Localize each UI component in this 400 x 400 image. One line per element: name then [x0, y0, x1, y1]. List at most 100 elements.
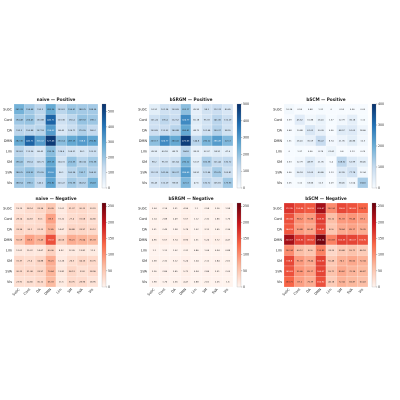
cell-label: 2.86: [162, 271, 167, 273]
cell-label: 165.31: [296, 239, 304, 241]
colorbar-tick-label: 100: [378, 253, 384, 257]
cell-label: 211.55: [68, 161, 76, 163]
cell-label: 23.8: [80, 271, 85, 273]
cell-label: 34.13: [69, 271, 76, 273]
cell-label: 2.36: [225, 229, 230, 231]
cell-label: 105.81: [224, 172, 232, 174]
cell-label: 31.08: [27, 271, 34, 273]
cell-label: 26.41: [297, 140, 304, 142]
cell-label: 250.14: [317, 239, 325, 241]
cell-label: 30.1: [38, 218, 43, 220]
cell-label: 52.03: [307, 172, 314, 174]
cell-label: 102.34: [328, 208, 336, 210]
colorbar-tick-label: 50: [108, 269, 112, 273]
cell-label: 101.24: [151, 119, 159, 121]
cell-label: 87.2: [360, 218, 365, 220]
cell-label: 2.61: [204, 281, 209, 283]
x-tick-label: Vis: [223, 287, 229, 293]
cell-label: 160.07: [317, 271, 325, 273]
cell-label: 58.91: [214, 151, 221, 153]
x-tick-label: SM: [67, 288, 73, 294]
cell-label: 98.2: [152, 161, 157, 163]
cell-label: 33.25: [328, 250, 335, 252]
cell-label: 158.62: [307, 239, 315, 241]
cell-label: 133.71: [286, 281, 294, 283]
cell-label: 150.92: [317, 281, 325, 283]
y-tick-label: SVA: [275, 269, 282, 273]
cell-label: 85.3: [48, 218, 53, 220]
cell-label: 1.02: [194, 229, 199, 231]
colorbar-tick-label: 200: [243, 220, 249, 224]
y-tick-label: Lim: [276, 248, 283, 252]
panel-title: bSRGM — Positive: [170, 97, 213, 102]
cell-label: 11.5: [59, 281, 64, 283]
cell-label: 102.34: [286, 250, 294, 252]
cell-label: 15.22: [58, 218, 65, 220]
cell-label: 2.49: [173, 218, 178, 220]
cell-label: 318.6: [79, 140, 86, 142]
cell-label: 5.57: [162, 239, 167, 241]
cell-label: 206.43: [26, 119, 34, 121]
cell-label: 282.36: [16, 140, 24, 142]
cell-label: 150.4: [69, 119, 76, 121]
cell-label: 144.8: [183, 151, 190, 153]
cell-label: 150.88: [26, 130, 34, 132]
cell-label: 2.45: [173, 271, 178, 273]
cell-label: 52.07: [193, 161, 200, 163]
colorbar-tick-label: 0: [378, 186, 380, 190]
cell-label: 38.22: [193, 151, 200, 153]
cell-label: 101.64: [203, 130, 211, 132]
cell-label: 120.22: [89, 151, 97, 153]
cell-label: 80.45: [225, 109, 232, 111]
y-tick-label: Vis: [277, 280, 282, 284]
cell-label: 150.8: [48, 239, 55, 241]
cell-label: 324.77: [182, 119, 190, 121]
cell-label: 209.92: [79, 119, 87, 121]
cell-label: 96.1: [59, 172, 64, 174]
cell-label: 1.76: [225, 218, 230, 220]
cell-label: 30.22: [16, 271, 23, 273]
cell-label: 292.82: [47, 182, 55, 184]
y-tick-label: Vis: [277, 181, 282, 185]
y-tick-label: SM: [277, 160, 282, 164]
cell-label: 1.12: [360, 119, 365, 121]
cell-label: 5.74: [183, 229, 188, 231]
y-tick-label: DMN: [274, 139, 283, 143]
y-tick-label: DA: [277, 128, 283, 132]
cell-label: 48.97: [307, 161, 314, 163]
colorbar-tick-label: 400: [108, 125, 114, 129]
panel-title: bSCM — Positive: [306, 97, 345, 102]
cell-label: 0.05: [287, 182, 292, 184]
cell-label: 0.94: [215, 250, 220, 252]
colorbar-tick-label: 100: [243, 253, 249, 257]
cell-label: 47.6: [194, 182, 199, 184]
cell-label: 4.47: [183, 281, 188, 283]
x-tick-label: DMN: [179, 287, 188, 296]
cell-label: 113.36: [26, 151, 34, 153]
cell-label: 104.31: [68, 151, 76, 153]
cell-label: 0: [331, 109, 333, 111]
cell-label: 52.6: [308, 250, 313, 252]
cell-label: 472.63: [182, 140, 190, 142]
y-tick-label: Cont: [139, 217, 148, 221]
cell-label: 188.25: [79, 109, 87, 111]
cell-label: 18.66: [307, 182, 314, 184]
cell-label: 23.91: [90, 208, 97, 210]
colorbar-tick-label: 200: [378, 220, 384, 224]
cell-label: 170.25: [214, 172, 222, 174]
cell-label: 10.88: [307, 119, 314, 121]
cell-label: 282.36: [47, 109, 55, 111]
y-tick-label: DA: [7, 128, 13, 132]
x-tick-label: Cont: [293, 287, 302, 296]
heatmap-cell: [357, 177, 369, 189]
cell-label: 12.04: [349, 182, 356, 184]
x-tick-label: Lim: [325, 287, 333, 295]
cell-label: 8.74: [318, 151, 323, 153]
cell-label: 221.3: [183, 182, 190, 184]
cell-label: 2.51: [152, 229, 157, 231]
y-tick-label: Cont: [4, 118, 13, 122]
